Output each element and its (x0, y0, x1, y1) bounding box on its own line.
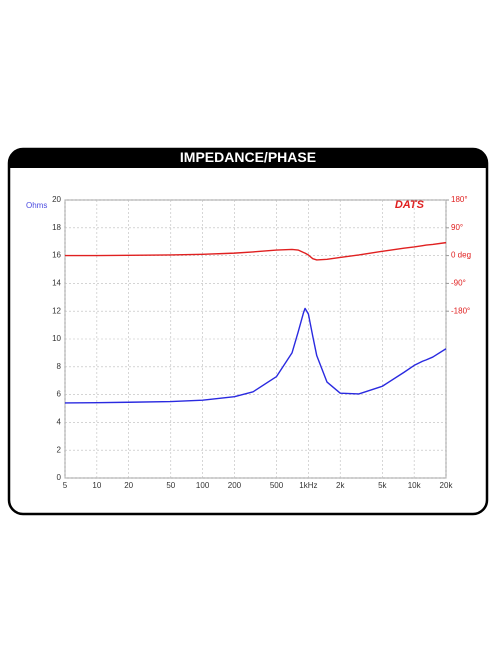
title-bar (9, 149, 487, 168)
y-tick-label: 8 (57, 362, 62, 371)
y-tick-label: 14 (52, 279, 61, 288)
y2-tick-label: 180° (451, 195, 468, 204)
x-tick-label: 50 (166, 481, 175, 490)
y-tick-label: 6 (57, 390, 62, 399)
y2-tick-label: 0 deg (451, 251, 471, 260)
series-line (64, 307, 447, 404)
y2-tick-label: -90° (451, 279, 466, 288)
y-tick-label: 20 (52, 195, 61, 204)
x-tick-label: 1kHz (299, 481, 317, 490)
series-line (65, 241, 447, 261)
y-tick-label: 2 (57, 445, 62, 454)
x-tick-label: 2k (336, 481, 345, 490)
x-tick-label: 500 (270, 481, 284, 490)
y2-tick-label: -180° (451, 306, 470, 315)
x-tick-label: 100 (196, 481, 210, 490)
chart-title: IMPEDANCE/PHASE (180, 149, 316, 165)
y-tick-label: 12 (52, 306, 61, 315)
x-tick-label: 200 (228, 481, 242, 490)
y-axis-label: Ohms (26, 201, 47, 210)
y-tick-label: 16 (52, 251, 61, 260)
y-tick-label: 0 (57, 473, 62, 482)
y-tick-label: 10 (52, 334, 61, 343)
y-tick-label: 18 (52, 223, 61, 232)
x-tick-label: 10k (408, 481, 422, 490)
x-tick-label: 5k (378, 481, 387, 490)
logo: DATS (395, 199, 425, 211)
x-tick-label: 20 (124, 481, 133, 490)
y-tick-label: 4 (57, 418, 62, 427)
x-tick-label: 20k (440, 481, 454, 490)
y2-tick-label: 90° (451, 223, 463, 232)
x-tick-label: 5 (63, 481, 68, 490)
x-tick-label: 10 (92, 481, 101, 490)
